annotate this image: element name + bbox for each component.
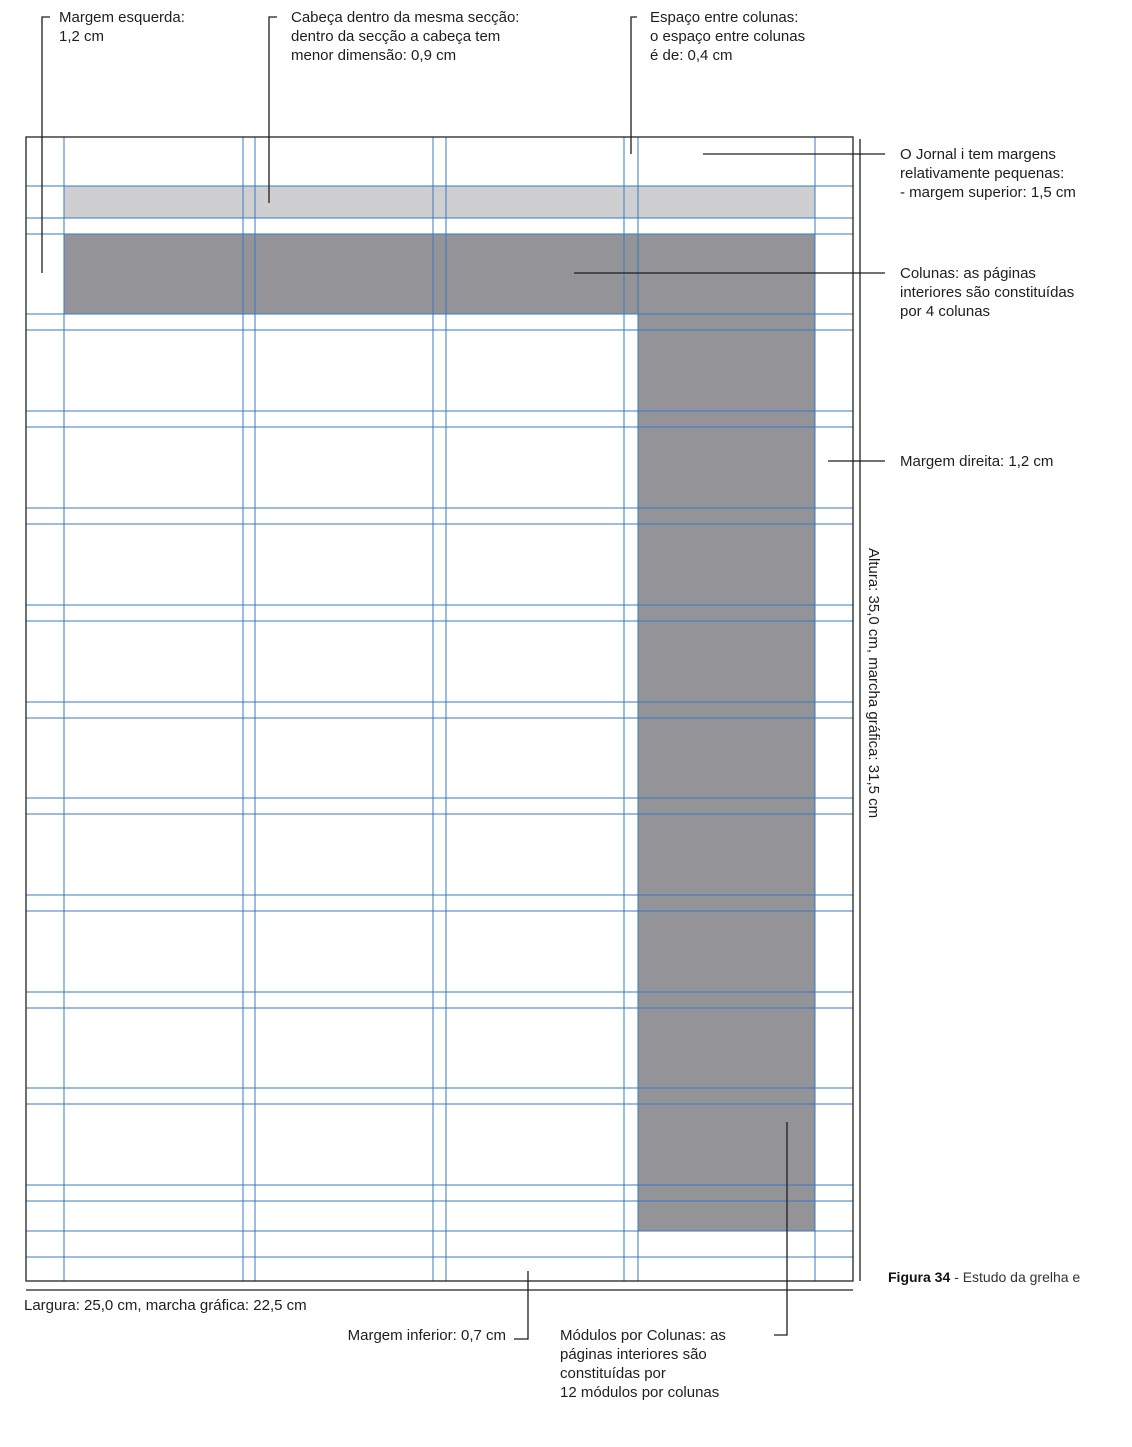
page-outline bbox=[25, 136, 854, 1282]
leader-modules bbox=[774, 1122, 788, 1336]
leader-header bbox=[268, 16, 277, 203]
label-right-margin: Margem direita: 1,2 cm bbox=[900, 453, 1054, 470]
figure-caption-text: - Estudo da grelha e bbox=[950, 1269, 1081, 1285]
columns-span-block bbox=[63, 233, 639, 315]
label-left-margin: Margem esquerda: 1,2 cm bbox=[59, 9, 185, 45]
label-columns: Colunas: as páginas interiores são const… bbox=[900, 265, 1075, 320]
leader-left-margin bbox=[41, 16, 50, 273]
leader-gutter bbox=[630, 16, 637, 154]
grid-guides bbox=[26, 137, 853, 1281]
figure-number: Figura 34 bbox=[888, 1269, 951, 1285]
label-header: Cabeça dentro da mesma secção: dentro da… bbox=[291, 9, 520, 64]
module-column-block bbox=[637, 233, 816, 1232]
label-modules: Módulos por Colunas: as páginas interior… bbox=[560, 1327, 726, 1401]
header-band bbox=[63, 185, 816, 219]
label-top-margin: O Jornal i tem margens relativamente peq… bbox=[900, 146, 1076, 201]
label-bottom-margin: Margem inferior: 0,7 cm bbox=[347, 1327, 506, 1344]
leader-bottom-margin bbox=[514, 1271, 529, 1340]
label-height: Altura: 35,0 cm, marcha gráfica: 31,5 cm bbox=[865, 548, 882, 819]
figure-caption: Figura 34 - Estudo da grelha e bbox=[888, 1268, 1132, 1286]
callout-leaders bbox=[41, 16, 885, 1340]
label-gutter: Espaço entre colunas: o espaço entre col… bbox=[650, 9, 806, 64]
label-width: Largura: 25,0 cm, marcha gráfica: 22,5 c… bbox=[24, 1297, 307, 1314]
